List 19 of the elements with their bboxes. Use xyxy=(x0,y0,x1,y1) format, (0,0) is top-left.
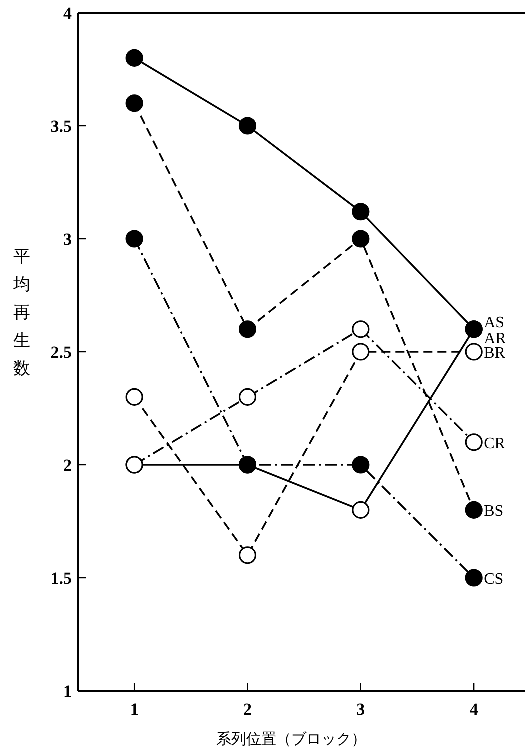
series-label: CS xyxy=(484,571,504,588)
series-label: BR xyxy=(484,345,506,362)
y-tick-label: 3.5 xyxy=(50,117,72,136)
series-label: CR xyxy=(484,435,506,452)
y-tick-label: 2 xyxy=(64,456,72,475)
x-tick-label: 1 xyxy=(130,700,139,719)
x-axis-title: 系列位置（ブロック） xyxy=(216,731,366,748)
x-tick-label: 4 xyxy=(470,700,479,719)
series-label: AR xyxy=(484,330,507,348)
y-tick-label: 4 xyxy=(64,4,72,23)
x-tick-label: 2 xyxy=(243,700,252,719)
series-label: AS xyxy=(484,314,505,332)
series-label: BS xyxy=(484,503,504,520)
y-tick-label: 1.5 xyxy=(50,569,72,588)
y-tick-label: 3 xyxy=(64,230,72,249)
y-tick-label: 1 xyxy=(64,682,72,701)
y-axis-title: 平均再生数 xyxy=(12,247,30,378)
x-tick-label: 3 xyxy=(356,700,366,719)
y-tick-label: 2.5 xyxy=(50,343,72,362)
